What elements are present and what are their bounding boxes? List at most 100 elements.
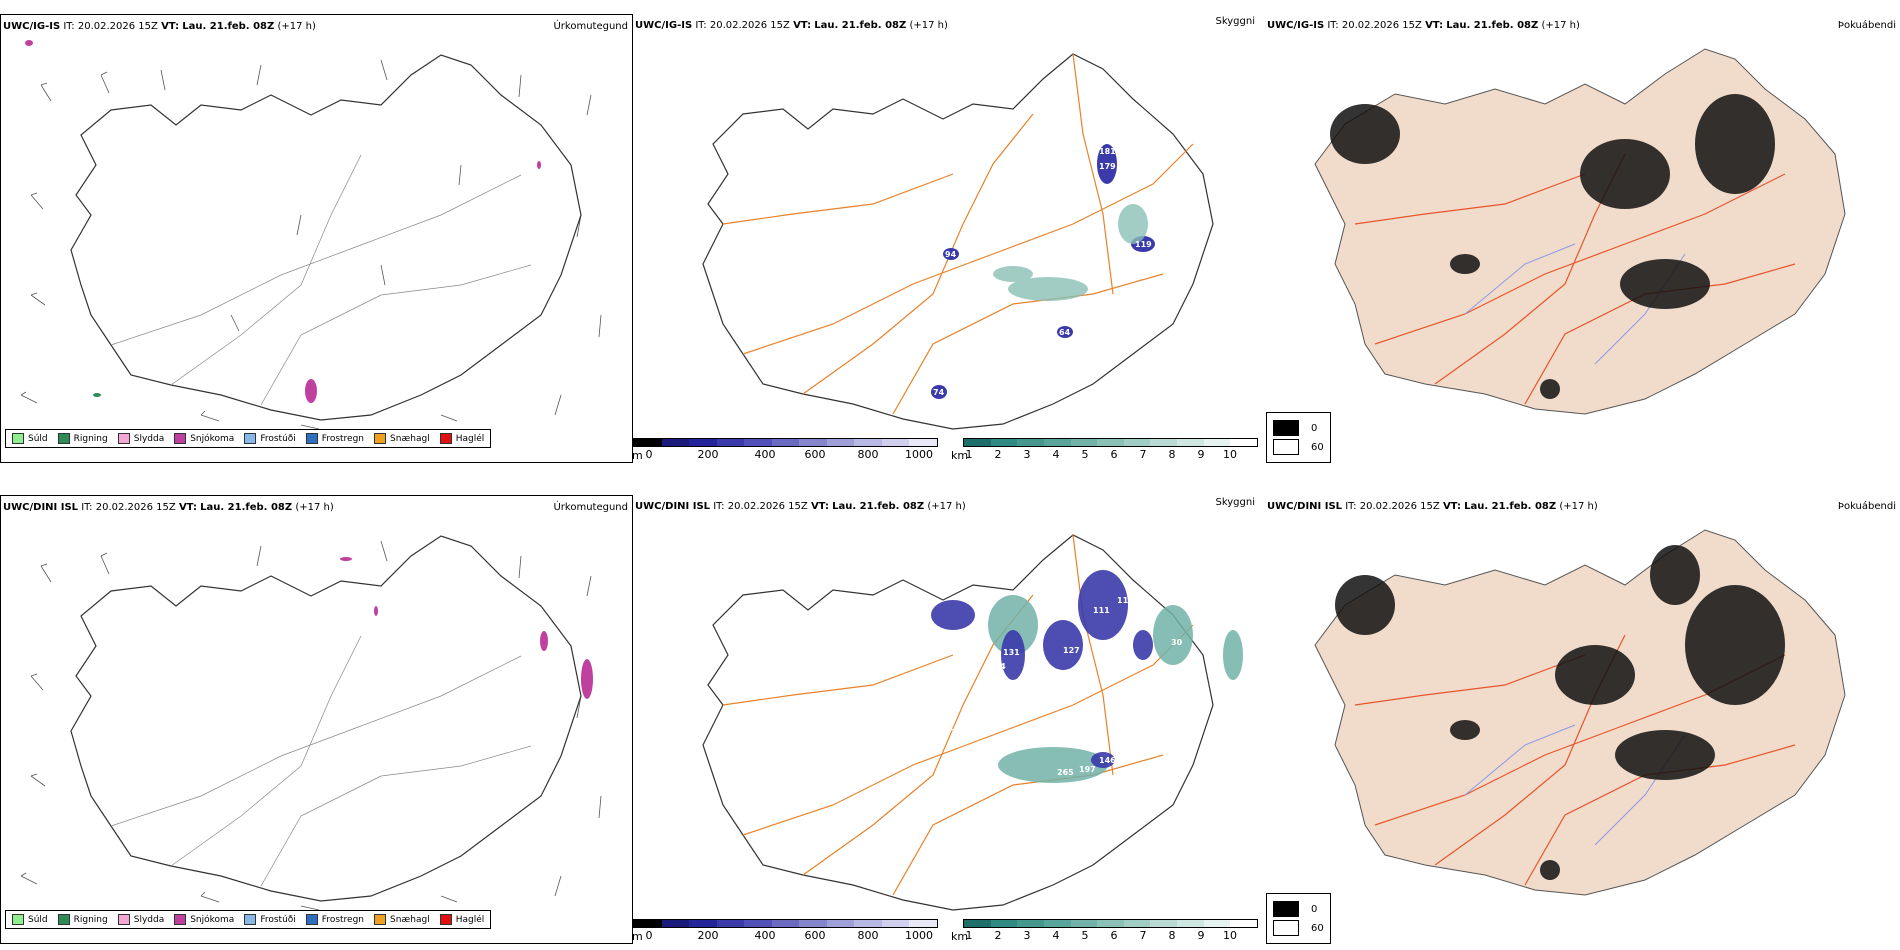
tick-label: 4 xyxy=(1052,929,1060,942)
panel-title: Þokuábendi xyxy=(1837,20,1896,31)
panel-header: UWC/IG-IS IT: 20.02.2026 15Z VT: Lau. 21… xyxy=(1267,20,1580,31)
fog-legend: 0 60 xyxy=(1266,893,1331,944)
unit-label: km xyxy=(951,449,969,462)
legend-item: Snæhagl xyxy=(374,914,430,925)
tick-label: 8 xyxy=(1168,929,1176,942)
panel-title: Skyggni xyxy=(1215,497,1255,508)
fog-legend-item: 60 xyxy=(1273,439,1324,455)
tick-label: 5 xyxy=(1081,448,1089,461)
tick-label: 8 xyxy=(1168,448,1176,461)
legend-item: Frostregn xyxy=(305,914,364,925)
legend-swatch xyxy=(1273,439,1299,455)
roads xyxy=(722,53,1194,415)
tick-label: 1 xyxy=(965,929,973,942)
iceland-landmass xyxy=(1314,529,1846,896)
iceland-outline xyxy=(702,53,1214,430)
legend-swatch xyxy=(1273,420,1299,436)
legend-swatch xyxy=(57,433,70,444)
roads xyxy=(110,635,532,887)
iceland-landmass xyxy=(1314,48,1846,415)
tick-label: 6 xyxy=(1110,448,1118,461)
cell-label: 77 xyxy=(945,728,956,737)
tick-label: 10 xyxy=(1223,929,1237,942)
tick-label: 2 xyxy=(994,448,1002,461)
precip-snow-cell xyxy=(374,606,378,616)
iceland-precip-map xyxy=(20,535,602,923)
fog-panel-top: UWC/IG-IS IT: 20.02.2026 15Z VT: Lau. 21… xyxy=(1265,14,1900,463)
fog-panel-bottom: UWC/DINI ISL IT: 20.02.2026 15Z VT: Lau.… xyxy=(1265,495,1900,944)
tick-label: 400 xyxy=(754,448,776,461)
legend-swatch xyxy=(12,433,24,444)
unit-label: m xyxy=(632,449,643,462)
unit-label: km xyxy=(951,930,969,943)
cell-label: 181 xyxy=(1099,147,1116,156)
cell-label: 135 xyxy=(1095,640,1112,649)
cell-label: 88 xyxy=(1049,668,1061,677)
unit-label: m xyxy=(632,930,643,943)
iceland-visibility-map: 111 112 135 131 184 127 88 265 197 146 3… xyxy=(702,534,1243,911)
legend-item: Haglél xyxy=(439,914,484,925)
cell-label: 197 xyxy=(1079,765,1096,774)
visibility-colorbar: km 1 2 3 4 5 6 7 8 9 10 xyxy=(951,919,1258,943)
iceland-fog-map xyxy=(1314,48,1846,415)
tick-label: 200 xyxy=(697,448,719,461)
legend-item: Slydda xyxy=(117,433,164,444)
precip-snow-cell xyxy=(537,161,541,169)
panel-header: UWC/DINI ISL IT: 20.02.2026 15Z VT: Lau.… xyxy=(1267,501,1598,512)
tick-label: 9 xyxy=(1197,929,1205,942)
legend-swatch xyxy=(1273,920,1299,936)
iceland-outline xyxy=(702,534,1214,911)
roads xyxy=(110,154,532,406)
legend-swatch xyxy=(439,433,452,444)
legend-item: Rigning xyxy=(57,914,108,925)
legend-swatch xyxy=(244,433,257,444)
fog-legend-item: 0 xyxy=(1273,420,1324,436)
cell-label: 131 xyxy=(1003,648,1020,657)
ceiling-colorbar: m 0 200 400 600 800 1000 xyxy=(632,919,938,943)
ceiling-colorbar: m 0 200 400 600 800 1000 xyxy=(632,438,938,462)
cell-label: 74 xyxy=(933,388,945,397)
precip-snow-cell xyxy=(540,631,548,651)
precip-snow-cell xyxy=(581,659,593,699)
cell-label: 265 xyxy=(1057,768,1074,777)
tick-label: 600 xyxy=(804,929,826,942)
ceiling-cells xyxy=(931,570,1153,768)
tick-label: 3 xyxy=(1023,929,1031,942)
legend-item: Rigning xyxy=(57,433,108,444)
precip-rain-cell xyxy=(93,393,101,397)
precip-snow-cell xyxy=(25,40,33,46)
cell-label: 94 xyxy=(945,250,957,259)
legend-swatch xyxy=(305,914,318,925)
legend-item: Haglél xyxy=(439,433,484,444)
tick-label: 1000 xyxy=(905,929,933,942)
panel-title: Þokuábendi xyxy=(1837,501,1896,512)
legend-item: Slydda xyxy=(117,914,164,925)
legend-item: Frostúði xyxy=(244,433,296,444)
legend-swatch xyxy=(117,914,130,925)
tick-label: 3 xyxy=(1023,448,1031,461)
panel-header: UWC/IG-IS IT: 20.02.2026 15Z VT: Lau. 21… xyxy=(635,20,948,31)
legend-item: Súld xyxy=(12,914,48,925)
tick-label: 800 xyxy=(857,929,879,942)
legend-swatch xyxy=(12,914,24,925)
cell-label: 146 xyxy=(1099,756,1116,765)
tick-label: 0 xyxy=(645,929,653,942)
cell-label: 44 xyxy=(933,868,945,877)
precip-snow-cell xyxy=(340,557,352,561)
legend-swatch xyxy=(174,914,187,925)
tick-label: 4 xyxy=(1052,448,1060,461)
tick-label: 1 xyxy=(965,448,973,461)
tick-label: 0 xyxy=(645,448,653,461)
fog-legend: 0 60 xyxy=(1266,412,1331,463)
precip-panel-top: UWC/IG-IS IT: 20.02.2026 15Z VT: Lau. 21… xyxy=(0,14,633,463)
cell-label: 111 xyxy=(1093,606,1110,615)
tick-label: 2 xyxy=(994,929,1002,942)
tick-label: 800 xyxy=(857,448,879,461)
cell-label: 112 xyxy=(1117,596,1134,605)
tick-label: 9 xyxy=(1197,448,1205,461)
tick-label: 1000 xyxy=(905,448,933,461)
legend-swatch xyxy=(174,433,187,444)
fog-patches xyxy=(1335,545,1785,880)
legend-item: Snjókoma xyxy=(174,433,234,444)
cell-label: 64 xyxy=(1059,328,1071,337)
